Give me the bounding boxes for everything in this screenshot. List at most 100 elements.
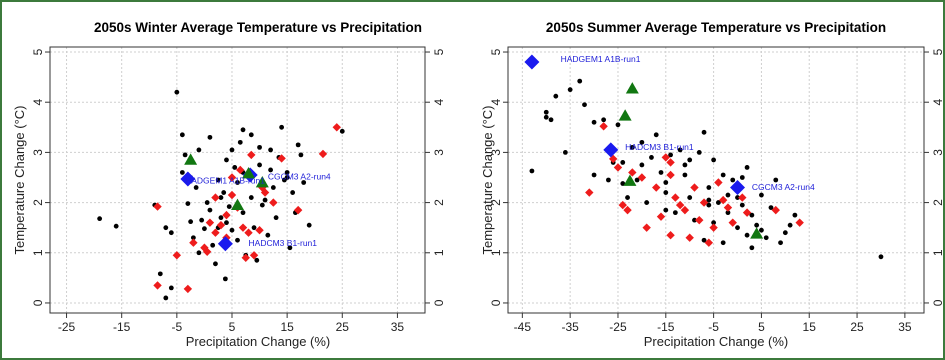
annotation-label: HADCM3 B1-run1 [625, 142, 694, 152]
data-point [251, 225, 257, 231]
data-point [174, 89, 180, 95]
data-point-diamond [666, 231, 675, 240]
data-point [215, 177, 221, 183]
data-point [878, 254, 884, 260]
data-point [606, 177, 611, 183]
data-point [739, 175, 745, 180]
x-tick-label: -5 [172, 320, 183, 334]
data-point [295, 142, 301, 148]
data-point-diamond-large [180, 171, 196, 187]
data-point-diamond [216, 220, 226, 230]
y-tick-label: 1 [489, 249, 503, 256]
data-point [649, 155, 654, 160]
data-point [644, 200, 650, 205]
chart-title: 2050s Winter Average Temperature vs Prec… [94, 20, 422, 35]
data-point-diamond [709, 223, 718, 232]
data-point [759, 192, 764, 198]
y-tick-label-right: 5 [432, 48, 446, 55]
data-point [268, 147, 273, 153]
data-point [207, 134, 213, 140]
y-tick-label: 1 [31, 249, 45, 256]
data-point [529, 168, 535, 174]
data-point-diamond [723, 203, 733, 212]
data-point-diamond [628, 168, 637, 177]
data-point [196, 147, 202, 153]
data-point [284, 175, 290, 180]
data-point-diamond [656, 212, 666, 221]
data-point [658, 170, 664, 175]
data-point [240, 127, 246, 133]
data-point-diamond [244, 228, 253, 237]
data-point [163, 225, 169, 231]
y-tick-label: 2 [31, 199, 45, 206]
y-tick-label-right: 3 [931, 149, 944, 156]
data-point [706, 202, 712, 208]
data-point-diamond [269, 198, 278, 207]
data-point [240, 210, 246, 216]
data-point [270, 185, 276, 190]
x-tick-label: 15 [280, 320, 294, 334]
data-point-diamond [260, 188, 270, 197]
data-point-diamond [202, 247, 212, 256]
data-point-diamond [666, 170, 675, 180]
plot-frame [49, 46, 426, 314]
chart-title: 2050s Summer Average Temperature vs Prec… [546, 20, 886, 35]
data-point-diamond [255, 225, 264, 235]
data-point [287, 245, 293, 251]
data-point-diamond [795, 218, 804, 227]
annotation-label: HADCM3 B1-run1 [249, 238, 318, 248]
data-point [218, 195, 224, 200]
x-tick-label: 25 [336, 320, 350, 334]
data-point [711, 220, 717, 226]
y-tick-label: 3 [31, 149, 45, 156]
data-point [739, 202, 745, 208]
y-tick-label-right: 0 [432, 299, 446, 306]
data-point [778, 240, 783, 246]
data-point [168, 230, 174, 236]
y-tick-label-right: 1 [931, 249, 944, 256]
data-point [182, 152, 188, 158]
data-point-diamond [222, 210, 231, 220]
data-point [759, 227, 764, 233]
data-point-diamond [599, 122, 608, 131]
summer-scatter-chart: 2050s Summer Average Temperature vs Prec… [480, 20, 944, 349]
y-tick-label-right: 2 [931, 199, 944, 206]
data-point [543, 109, 549, 115]
data-point [682, 162, 688, 168]
data-point [577, 78, 583, 84]
plot-frame [507, 46, 925, 314]
data-point [224, 157, 229, 163]
data-point [706, 185, 712, 190]
data-point [792, 212, 798, 218]
data-point-diamond [666, 158, 675, 167]
data-point [625, 195, 630, 200]
data-point [188, 219, 194, 225]
data-point [701, 129, 707, 135]
data-point [196, 250, 202, 256]
data-point [543, 114, 549, 120]
data-point [744, 232, 750, 238]
data-point [222, 276, 228, 282]
data-point [567, 87, 573, 93]
y-tick-label-right: 2 [432, 199, 446, 206]
y-tick-label-right: 4 [931, 99, 944, 106]
annotation-label: CGCM3 A2-run4 [268, 171, 331, 181]
y-tick-label-right: 1 [432, 249, 446, 256]
data-point [235, 237, 240, 243]
data-point [207, 207, 213, 213]
data-point-diamond [183, 284, 193, 294]
data-point [113, 223, 119, 229]
data-point [672, 210, 678, 216]
data-point [639, 139, 645, 145]
data-point-diamond [249, 251, 259, 260]
y-tick-label-right: 0 [931, 299, 944, 306]
data-point [744, 165, 750, 170]
data-point [259, 202, 265, 208]
data-point-diamond [293, 205, 303, 215]
data-point [720, 172, 726, 178]
data-point [591, 172, 597, 178]
data-point-triangle [184, 153, 198, 165]
y-axis-label: Temperature Change (°C) [480, 106, 495, 255]
data-point [548, 117, 554, 123]
data-point [582, 102, 587, 108]
